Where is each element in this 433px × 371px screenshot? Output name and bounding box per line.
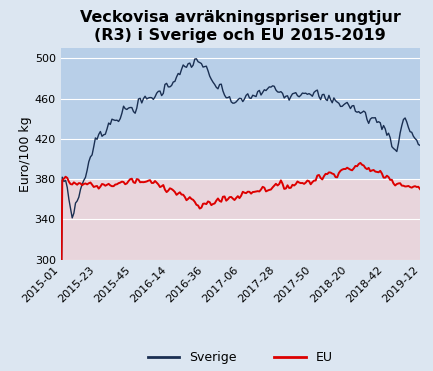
Bar	[61, 179, 420, 260]
Title: Veckovisa avräkningspriser ungtjur
(R3) i Sverige och EU 2015-2019: Veckovisa avräkningspriser ungtjur (R3) …	[80, 10, 401, 43]
Legend: Sverige, EU: Sverige, EU	[143, 346, 338, 369]
Y-axis label: Euro/100 kg: Euro/100 kg	[19, 116, 32, 192]
